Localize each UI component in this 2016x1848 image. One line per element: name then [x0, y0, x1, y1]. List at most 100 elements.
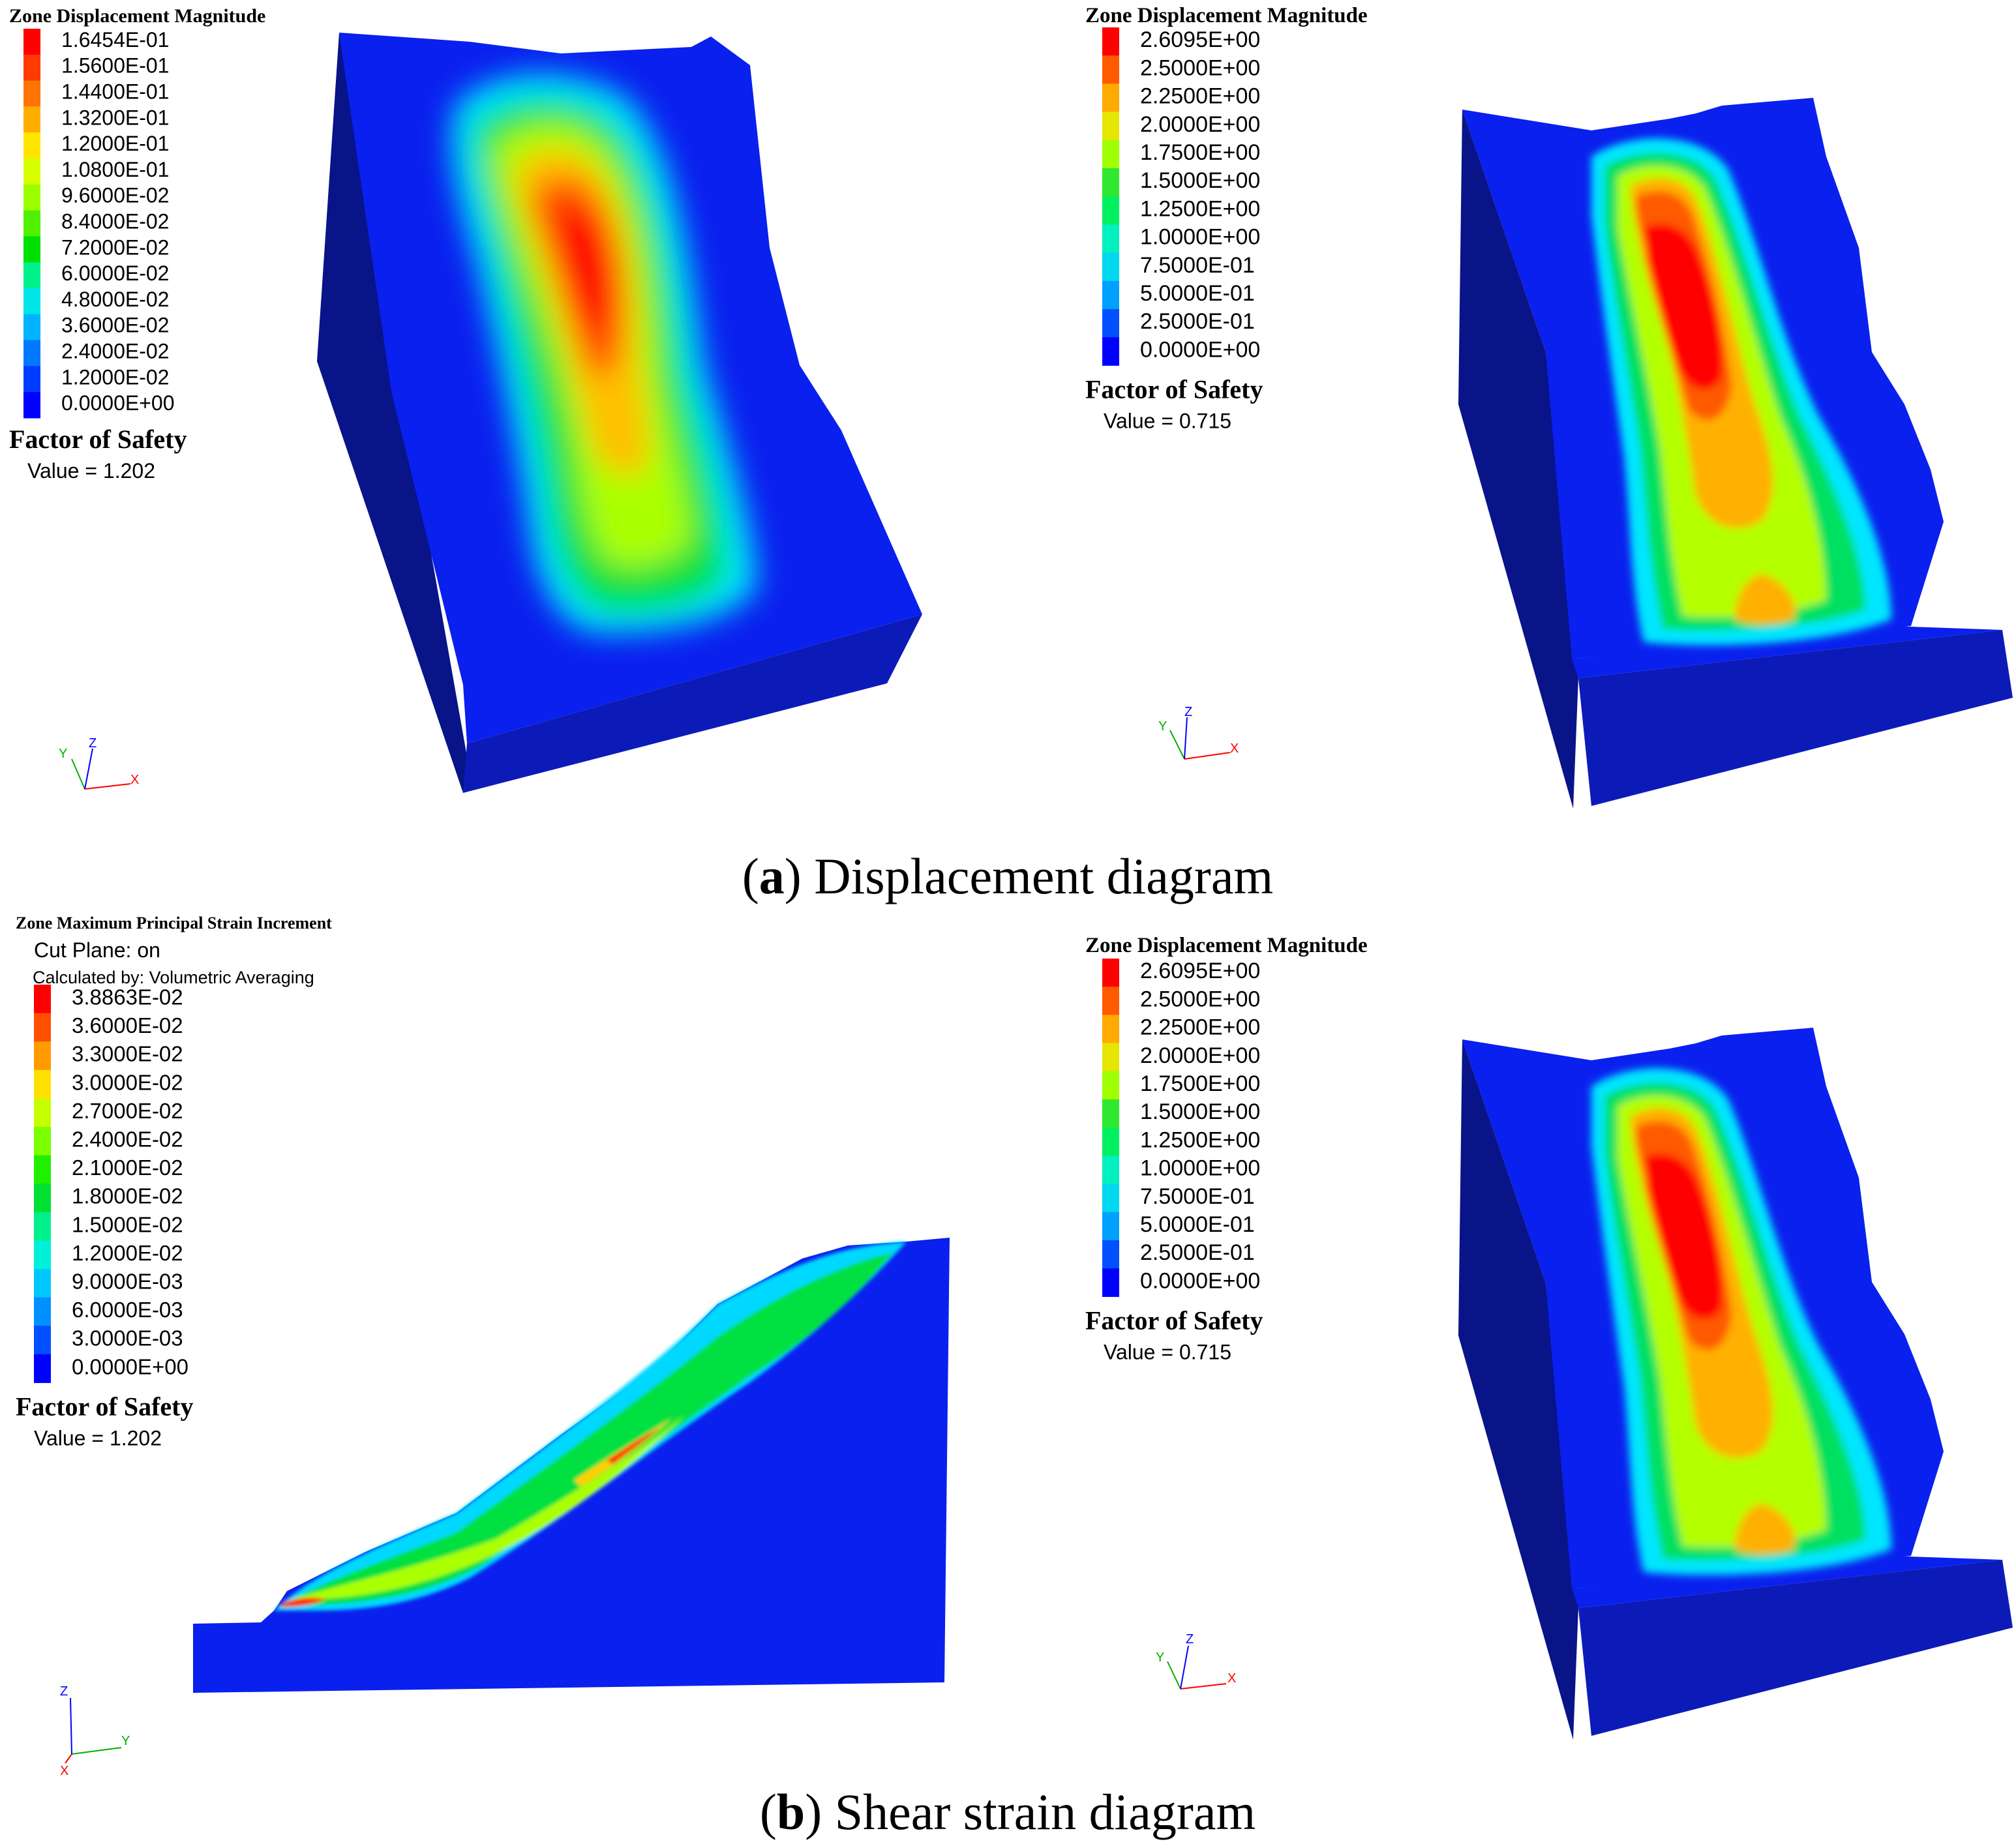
- x-axis-label: X: [1230, 741, 1239, 756]
- legend-strain-b-left: Zone Maximum Principal Strain Increment C…: [16, 914, 332, 1450]
- legend-value: 5.0000E-01: [1140, 1212, 1255, 1237]
- legend-title: Zone Maximum Principal Strain Increment: [16, 914, 332, 932]
- shear-band-contour: [274, 1242, 907, 1611]
- legend-swatch: [34, 1212, 51, 1241]
- x-axis-label: X: [1227, 1671, 1236, 1686]
- caption-b-text: Shear strain diagram: [822, 1783, 1256, 1840]
- legend-swatch: [1102, 1240, 1119, 1269]
- legend-value: 2.2500E+00: [1140, 1015, 1260, 1040]
- legend-value: 2.0000E+00: [1140, 112, 1260, 137]
- z-axis-label: Z: [60, 1684, 68, 1699]
- legend-value: 7.2000E-02: [61, 235, 169, 259]
- z-axis-label: Z: [1184, 705, 1192, 719]
- legend-value: 2.5000E-01: [1140, 1240, 1255, 1265]
- model-toe-step: [1572, 626, 2002, 678]
- legend-value: 1.2000E-02: [61, 365, 169, 389]
- y-axis-line: [71, 1747, 122, 1755]
- legend-swatch: [1102, 1043, 1119, 1072]
- slope-section-b-left: [193, 1238, 950, 1693]
- legend-value: 7.5000E-01: [1140, 253, 1255, 278]
- legend-swatch: [1102, 309, 1119, 338]
- displacement-contour: [1591, 138, 1891, 646]
- legend-value: 3.0000E-02: [72, 1070, 183, 1094]
- model-left-face: [1458, 1039, 1578, 1740]
- legend-swatch: [1102, 140, 1119, 169]
- legend-value: 1.5000E+00: [1140, 1099, 1260, 1124]
- model-left-face: [317, 33, 467, 793]
- legend-value: 3.6000E-02: [61, 314, 169, 337]
- legend-title: Zone Displacement Magnitude: [1085, 4, 1368, 27]
- legend-swatch: [23, 29, 40, 55]
- legend-value: 1.0000E+00: [1140, 1156, 1260, 1181]
- legend-swatch: [34, 1155, 51, 1184]
- legend-swatch: [1102, 337, 1119, 366]
- legend-value: 2.0000E+00: [1140, 1043, 1260, 1068]
- legend-value: 1.6454E-01: [61, 28, 169, 52]
- x-axis-line: [1184, 752, 1231, 760]
- legend-swatch: [23, 366, 40, 393]
- z-axis-label: Z: [89, 736, 97, 751]
- legend-value: 2.5000E+00: [1140, 55, 1260, 80]
- legend-value: 2.4000E-02: [61, 339, 169, 363]
- legend-swatch: [23, 158, 40, 185]
- legend-swatch: [23, 132, 40, 159]
- legend-value: 2.5000E-01: [1140, 309, 1255, 334]
- legend-value: 2.5000E+00: [1140, 987, 1260, 1011]
- model-front-face: [1578, 630, 2013, 806]
- y-axis-label: Y: [59, 747, 67, 761]
- legend-swatch: [1102, 1184, 1119, 1213]
- z-axis-line: [84, 748, 93, 790]
- caption-a-text: Displacement diagram: [802, 848, 1273, 904]
- x-axis-label: X: [130, 773, 139, 787]
- fos-title: Factor of Safety: [1085, 374, 1263, 404]
- x-axis-label: X: [60, 1764, 68, 1778]
- legend-value: 3.0000E-03: [72, 1326, 183, 1350]
- model-front-face: [1578, 1560, 2013, 1736]
- legend-swatch: [23, 314, 40, 341]
- legend-value: 1.7500E+00: [1140, 140, 1260, 165]
- z-axis-line: [70, 1697, 72, 1755]
- legend-value: 2.2500E+00: [1140, 84, 1260, 109]
- legend-value: 1.5600E-01: [61, 54, 169, 78]
- z-axis-label: Z: [1186, 1632, 1194, 1647]
- y-axis-line: [1167, 1661, 1181, 1690]
- legend-swatch: [23, 236, 40, 263]
- legend-value: 0.0000E+00: [1140, 1268, 1260, 1293]
- legend-swatch: [1102, 252, 1119, 282]
- legend-swatch: [23, 54, 40, 82]
- legend-swatch: [1102, 1071, 1119, 1100]
- legend-swatch: [34, 985, 51, 1014]
- legend-swatch: [23, 262, 40, 289]
- legend-swatch: [1102, 224, 1119, 254]
- legend-swatch: [34, 1127, 51, 1156]
- fos-title: Factor of Safety: [1085, 1305, 1263, 1335]
- legend-swatch: [1102, 1212, 1119, 1241]
- legend-swatch: [1102, 27, 1119, 56]
- legend-value: 1.2000E-02: [72, 1241, 183, 1265]
- model-left-face: [1458, 110, 1578, 809]
- legend-swatch: [1102, 987, 1119, 1015]
- legend-value: 1.0800E-01: [61, 158, 169, 181]
- legend-swatch: [23, 184, 40, 211]
- fos-value: Value = 0.715: [1104, 409, 1231, 432]
- legend-value: 1.2500E+00: [1140, 1127, 1260, 1152]
- axis-triad-b-left: Y Z X: [60, 1684, 130, 1778]
- legend-value: 1.7500E+00: [1140, 1071, 1260, 1096]
- legend-swatch: [34, 1269, 51, 1298]
- y-axis-line: [71, 758, 85, 790]
- legend-swatch: [1102, 112, 1119, 141]
- legend-swatch: [23, 106, 40, 133]
- axis-triad-a-right: X Y Z: [1158, 705, 1239, 760]
- fos-value: Value = 1.202: [27, 459, 155, 483]
- legend-swatch: [1102, 1268, 1119, 1297]
- caption-b-letter: b: [777, 1783, 805, 1840]
- legend-swatch: [34, 1326, 51, 1355]
- legend-subtitle: Cut Plane: on: [34, 938, 160, 962]
- legend-title: Zone Displacement Magnitude: [1085, 934, 1368, 957]
- legend-value: 9.6000E-02: [61, 184, 169, 207]
- legend-value: 2.6095E+00: [1140, 27, 1260, 52]
- y-axis-label: Y: [1156, 1650, 1164, 1665]
- x-axis-line: [65, 1753, 72, 1764]
- model-a-right: [1458, 98, 2013, 809]
